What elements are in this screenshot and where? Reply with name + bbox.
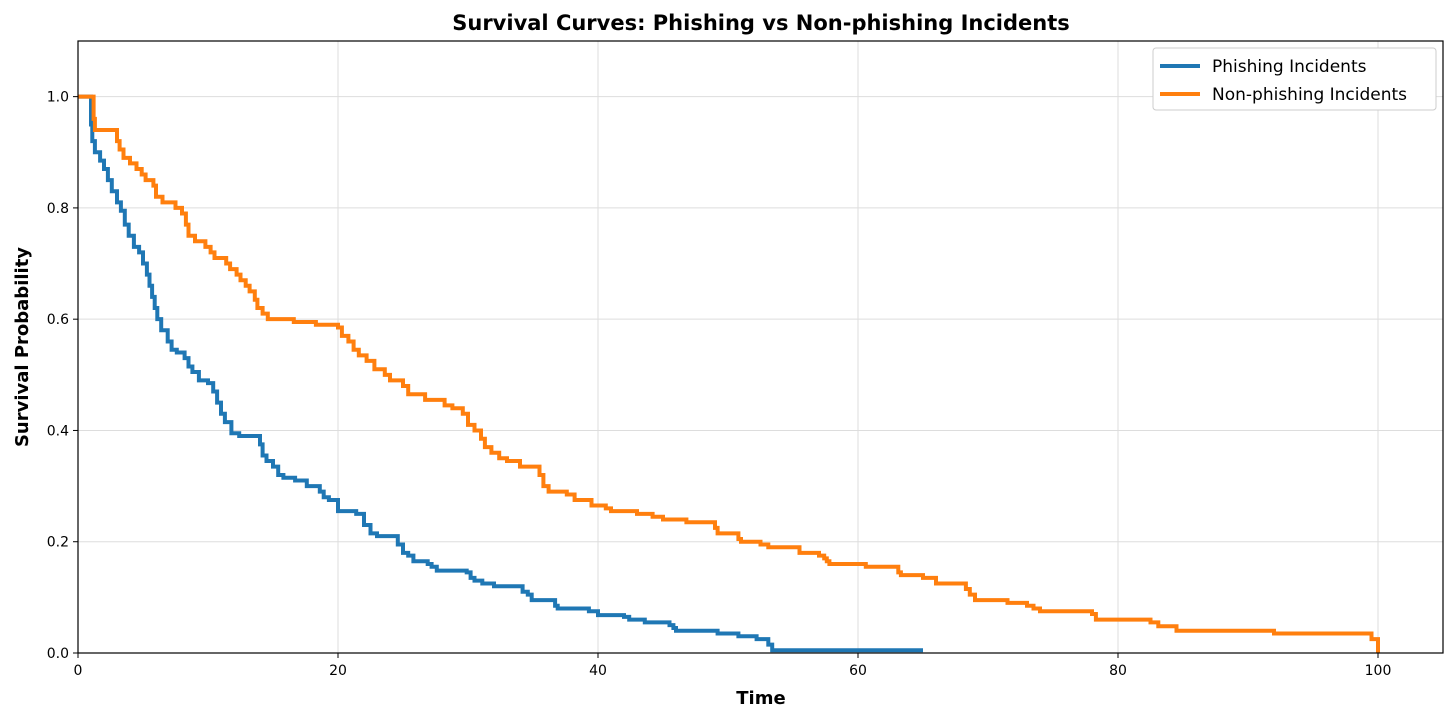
x-tick-label: 60: [849, 663, 867, 679]
y-tick-label: 0.6: [47, 312, 69, 328]
legend-box: [1152, 47, 1437, 111]
x-tick-label: 20: [329, 663, 347, 679]
series-lines: [78, 94, 1380, 653]
grid-lines: [77, 41, 1443, 654]
x-tick-label: 80: [1109, 663, 1127, 679]
y-tick-label: 0.2: [47, 535, 69, 551]
y-tick-label: 0.0: [47, 646, 69, 662]
legend-label-phishing: Phishing Incidents: [1212, 57, 1367, 77]
legend: Phishing Incidents Non-phishing Incident…: [1152, 47, 1437, 111]
y-tick-label: 1.0: [47, 90, 69, 106]
series-line-phishing: [78, 94, 923, 653]
y-tick-label: 0.4: [47, 423, 69, 439]
x-tick-label: 40: [589, 663, 607, 679]
x-tick-label: 100: [1365, 663, 1392, 679]
plot-frame: [77, 40, 1444, 654]
legend-label-non-phishing: Non-phishing Incidents: [1212, 85, 1407, 105]
series-line-non-phishing: [78, 94, 1380, 653]
chart-title: Survival Curves: Phishing vs Non-phishin…: [452, 11, 1070, 35]
y-axis-title: Survival Probability: [12, 247, 33, 447]
x-tick-label: 0: [74, 663, 83, 679]
y-tick-label: 0.8: [47, 201, 69, 217]
x-axis-title: Time: [736, 688, 785, 709]
axis-ticks: 0 20 40 60 80 100 0.0 0.2 0.4 0.6 0.8 1.0: [47, 90, 1392, 679]
